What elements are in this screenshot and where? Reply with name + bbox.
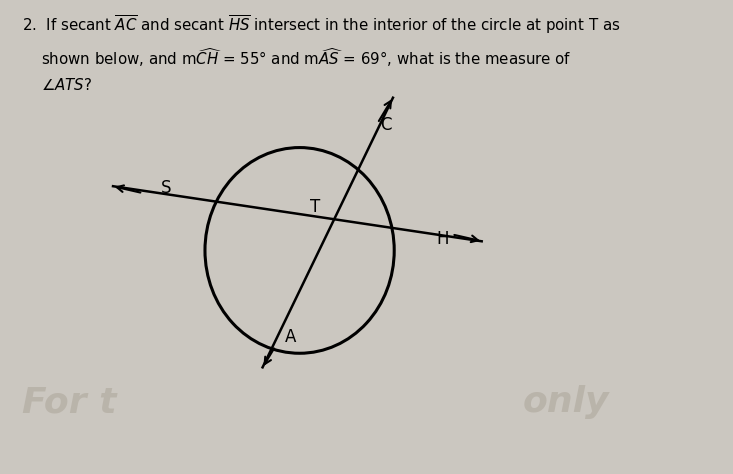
Text: A: A — [284, 328, 296, 346]
Text: C: C — [380, 116, 391, 134]
Text: 2.  If secant $\overline{AC}$ and secant $\overline{HS}$ intersect in the interi: 2. If secant $\overline{AC}$ and secant … — [22, 13, 621, 92]
Text: H: H — [436, 230, 449, 248]
Text: For t: For t — [22, 385, 117, 419]
Text: T: T — [310, 199, 320, 217]
Text: only: only — [523, 385, 610, 419]
Text: S: S — [161, 179, 172, 197]
